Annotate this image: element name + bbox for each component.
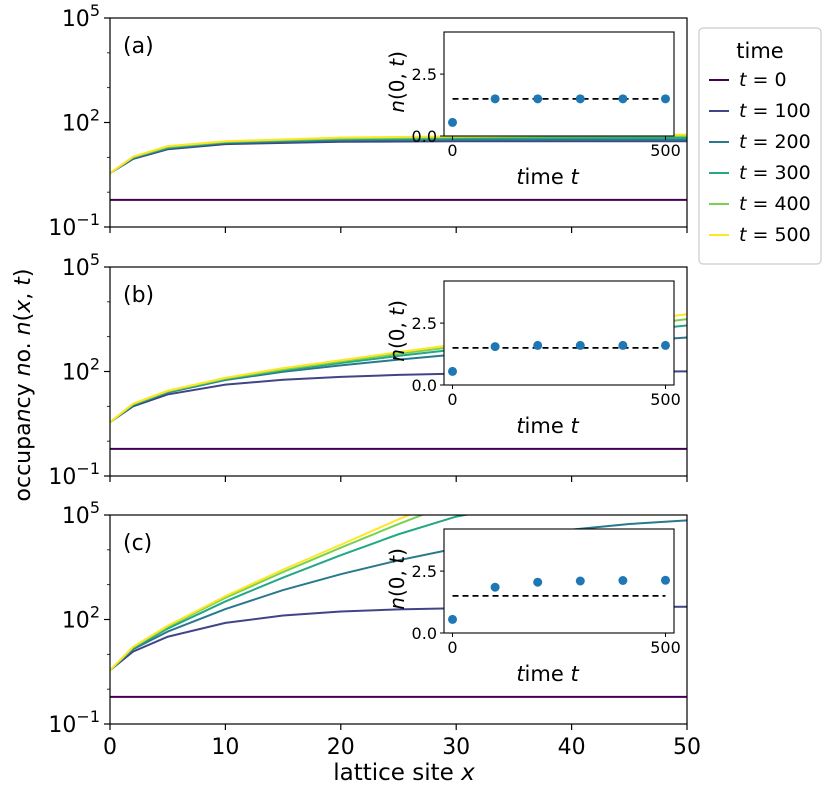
inset-frame <box>443 280 675 386</box>
panel-label: (a) <box>123 34 154 59</box>
inset-x-label: time t <box>516 414 579 438</box>
inset-point <box>490 94 500 104</box>
y-tick-label: 102 <box>62 355 100 386</box>
x-tick-label: 50 <box>673 735 701 760</box>
inset-y-tick-label: 0.0 <box>412 127 437 146</box>
inset-point <box>575 94 585 104</box>
legend-entry: t = 400 <box>739 193 811 215</box>
legend-entry: t = 0 <box>739 69 787 91</box>
inset-x-tick-label: 500 <box>650 141 681 160</box>
inset: 0 500 0.0 2.5 time t n(0, t) <box>385 31 681 189</box>
inset-y-label: n(0, t) <box>385 548 409 610</box>
inset-x-tick-label: 0 <box>447 141 457 160</box>
x-tick-label: 20 <box>327 735 355 760</box>
legend: time t = 0 t = 100 t = 200 t = 300 t = 400 t =… <box>698 27 822 265</box>
inset-x-label: time t <box>516 662 579 686</box>
inset-y-tick-label: 2.5 <box>412 65 437 84</box>
inset-point <box>618 340 628 350</box>
y-tick-label: 10−1 <box>48 210 100 241</box>
inset-x-tick-label: 0 <box>447 638 457 657</box>
inset: 0 500 0.0 2.5 time t n(0, t) <box>385 528 681 686</box>
y-axis-label: occupancy no. n(x, t) <box>11 269 36 502</box>
panel-a: 10−1 102 105 (a) 0 500 0.0 2.5 time t n(0, t) <box>48 1 688 241</box>
legend-entry: t = 100 <box>739 100 811 122</box>
inset-point <box>448 117 458 127</box>
x-tick-label: 40 <box>558 735 586 760</box>
y-tick-label: 102 <box>62 603 100 634</box>
inset-point <box>448 366 458 376</box>
x-tick-label: 0 <box>103 735 117 760</box>
inset-y-tick-label: 0.0 <box>412 376 437 395</box>
panel-b: 10−1 102 105 (b) 0 500 0.0 2.5 time t n(0, t) <box>48 250 688 490</box>
inset-point <box>533 340 543 350</box>
inset-y-label: n(0, t) <box>385 300 409 362</box>
inset: 0 500 0.0 2.5 time t n(0, t) <box>385 280 681 438</box>
inset-point <box>533 577 543 587</box>
inset-y-tick-label: 2.5 <box>412 562 437 581</box>
legend-entry: t = 200 <box>739 131 811 153</box>
inset-point <box>533 94 543 104</box>
y-tick-label: 105 <box>62 1 100 32</box>
inset-point <box>618 576 628 586</box>
inset-point <box>660 94 670 104</box>
series-line-t500 <box>110 515 412 671</box>
x-tick-label: 30 <box>442 735 470 760</box>
y-tick-label: 10−1 <box>48 459 100 490</box>
inset-x-tick-label: 500 <box>650 638 681 657</box>
legend-entry: t = 300 <box>739 162 811 184</box>
inset-x-tick-label: 500 <box>650 390 681 409</box>
series-line-t300 <box>110 515 471 671</box>
inset-x-label: time t <box>516 165 579 189</box>
inset-point <box>490 582 500 592</box>
y-tick-label: 102 <box>62 106 100 137</box>
inset-point <box>660 340 670 350</box>
inset-y-tick-label: 0.0 <box>412 624 437 643</box>
series-group <box>110 133 687 201</box>
x-axis-label: lattice site x <box>333 760 475 786</box>
panel-label: (b) <box>123 283 154 308</box>
panel-label: (c) <box>123 531 152 556</box>
y-tick-label: 105 <box>62 250 100 281</box>
inset-point <box>575 340 585 350</box>
inset-x-tick-label: 0 <box>447 390 457 409</box>
inset-y-tick-label: 2.5 <box>412 314 437 333</box>
panel-c: 10−1 102 105 0 10 20 30 40 50 (c) 0 500 0.0 2.5 time t… <box>48 498 701 760</box>
legend-title: time <box>736 39 783 63</box>
inset-y-label: n(0, t) <box>385 51 409 113</box>
inset-frame <box>443 528 675 634</box>
inset-point <box>448 614 458 624</box>
x-tick-label: 10 <box>211 735 239 760</box>
legend-frame <box>698 27 822 265</box>
inset-frame <box>443 31 675 137</box>
inset-point <box>618 94 628 104</box>
inset-point <box>575 576 585 586</box>
y-tick-label: 105 <box>62 498 100 529</box>
inset-point <box>490 342 500 352</box>
legend-entry: t = 500 <box>739 224 811 246</box>
inset-point <box>660 575 670 585</box>
y-tick-label: 10−1 <box>48 707 100 738</box>
